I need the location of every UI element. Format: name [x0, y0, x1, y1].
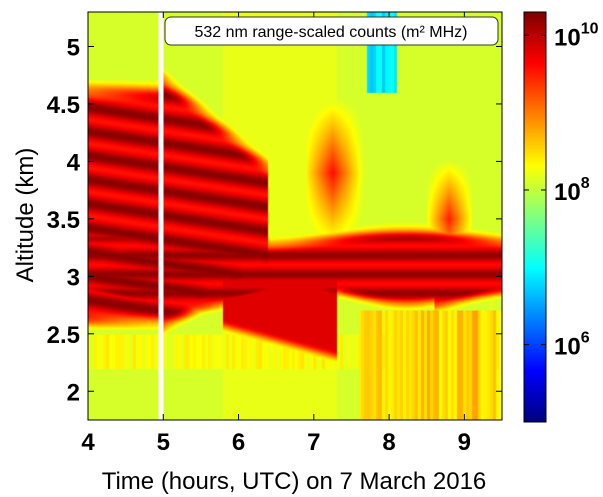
chart-title-box: 532 nm range-scaled counts (m² MHz): [164, 16, 499, 46]
x-tick-label: 6: [232, 429, 245, 456]
colorbar-tick-label: 108: [554, 175, 590, 206]
y-tick-label: 2.5: [47, 322, 80, 349]
x-tick-label: 5: [157, 429, 170, 456]
y-tick-label: 5: [67, 34, 80, 61]
chart-title: 532 nm range-scaled counts (m² MHz): [195, 24, 468, 41]
y-tick-label: 4: [67, 149, 81, 176]
heatmap: [88, 12, 502, 420]
x-axis-label: Time (hours, UTC) on 7 March 2016: [102, 468, 487, 495]
y-axis-label: Altitude (km): [12, 148, 39, 283]
y-tick-label: 3.5: [47, 207, 80, 234]
x-tick-label: 4: [81, 429, 95, 456]
colorbar-ticks: 106 108 1010: [524, 20, 599, 361]
colorbar-scale: [523, 11, 547, 423]
plot-area: [87, 11, 503, 421]
y-axis-ticks: 2 2.5 3 3.5 4 4.5 5: [47, 34, 502, 406]
x-axis-ticks: 4 5 6 7 8 9: [81, 12, 471, 456]
y-tick-label: 2: [67, 379, 80, 406]
y-tick-label: 4.5: [47, 92, 80, 119]
data-gap-line: [158, 12, 164, 420]
x-tick-label: 8: [382, 429, 395, 456]
colorbar-tick-label: 1010: [554, 20, 599, 51]
colorbar: 106 108 1010: [523, 11, 599, 423]
x-tick-label: 7: [307, 429, 320, 456]
y-tick-label: 3: [67, 264, 80, 291]
plot-frame: [87, 11, 503, 421]
colorbar-tick-label: 106: [554, 330, 590, 361]
x-tick-label: 9: [458, 429, 471, 456]
